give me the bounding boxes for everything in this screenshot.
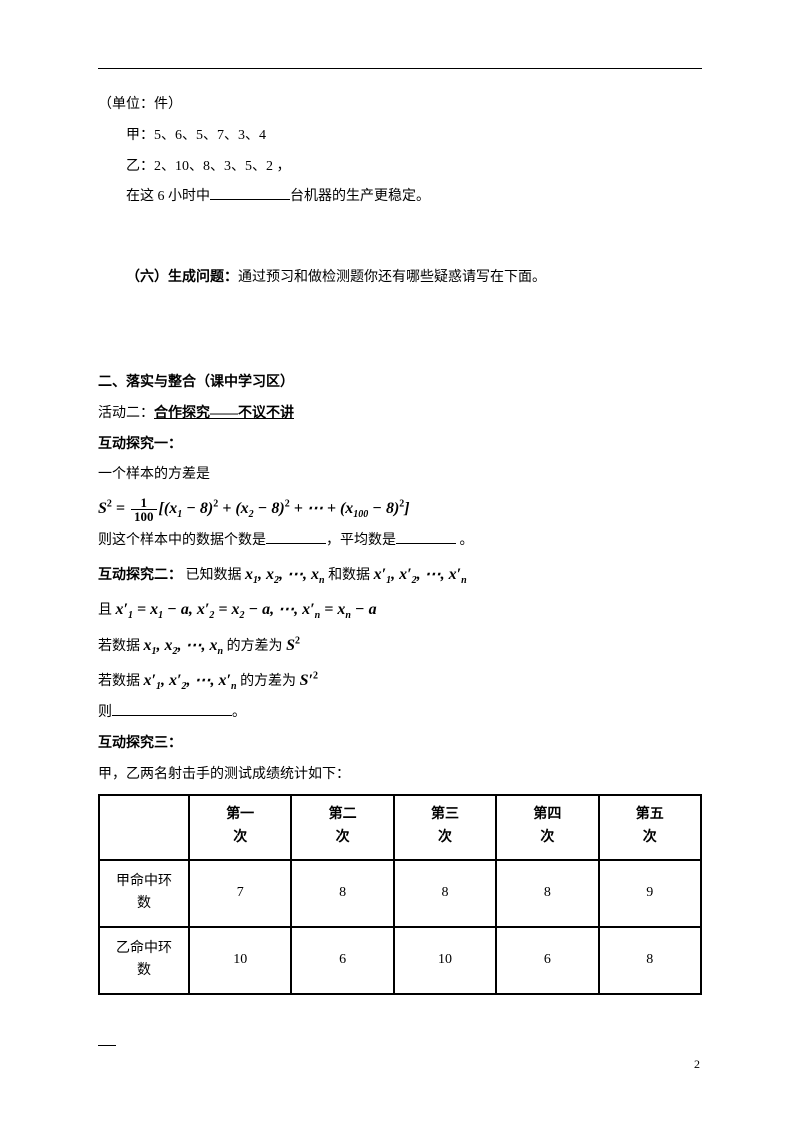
jia-3: 8 xyxy=(394,860,496,927)
jia-2: 8 xyxy=(291,860,393,927)
hudong1-line3: 则这个样本中的数据个数是 ，平均数是 。 xyxy=(98,526,702,557)
xlist2: x1, x2, ⋯, xn xyxy=(144,637,224,654)
th-3: 第三次 xyxy=(394,795,496,860)
th-1: 第一次 xyxy=(189,795,291,860)
th-5: 第五次 xyxy=(599,795,701,860)
hudong1-line1: 一个样本的方差是 xyxy=(98,460,702,491)
blank-count xyxy=(266,530,326,544)
hudong3-title: 互动探究三： xyxy=(98,729,702,760)
h1-l3b: ，平均数是 xyxy=(326,533,396,548)
h2-if2: 若数据 xyxy=(98,674,144,689)
q-pre: 在这 6 小时中 xyxy=(126,189,210,204)
table-header-row: 第一次 第二次 第三次 第四次 第五次 xyxy=(99,795,701,860)
th-4: 第四次 xyxy=(496,795,598,860)
h2-if2-post: 的方差为 xyxy=(240,674,300,689)
row-yi-label: 乙命中环数 xyxy=(99,927,189,994)
yi-2: 6 xyxy=(291,927,393,994)
hudong2-if1: 若数据 x1, x2, ⋯, xn 的方差为 S2 xyxy=(98,628,702,663)
act2-pre: 活动二： xyxy=(98,406,154,421)
unit-note: （单位：件） xyxy=(98,90,702,121)
hudong1-title: 互动探究一： xyxy=(98,430,702,461)
table-row-jia: 甲命中环数 7 8 8 8 9 xyxy=(99,860,701,927)
jia-data: 甲：5、6、5、7、3、4 xyxy=(98,121,702,152)
top-horizontal-rule xyxy=(98,68,702,69)
th-2: 第二次 xyxy=(291,795,393,860)
h2-if1-post: 的方差为 xyxy=(227,639,287,654)
h1-l3a: 则这个样本中的数据个数是 xyxy=(98,533,266,548)
h2-mid: 和数据 xyxy=(328,568,374,583)
h2-and: 且 xyxy=(98,603,116,618)
yi-3: 10 xyxy=(394,927,496,994)
act2-link: 合作探究——不议不讲 xyxy=(154,406,294,421)
h2-end: 。 xyxy=(232,705,246,720)
h2-then: 则 xyxy=(98,705,112,720)
section-six-text: 通过预习和做检测题你还有哪些疑惑请写在下面。 xyxy=(238,270,546,285)
yi-data: 乙：2、10、8、3、5、2 ， xyxy=(98,152,702,183)
activity-two: 活动二：合作探究——不议不讲 xyxy=(98,399,702,430)
section-two-heading: 二、落实与整合（课中学习区） xyxy=(98,368,702,399)
s2: S2 xyxy=(286,637,300,654)
jia-5: 9 xyxy=(599,860,701,927)
score-table: 第一次 第二次 第三次 第四次 第五次 甲命中环数 7 8 8 8 9 乙命中环… xyxy=(98,794,702,994)
section-six: （六）生成问题：通过预习和做检测题你还有哪些疑惑请写在下面。 xyxy=(98,263,702,294)
variance-formula: S2 = 1100[(x1 − 8)2 + (x2 − 8)2 + ⋯ + (x… xyxy=(98,491,702,526)
xplist2: x′1, x′2, ⋯, x′n xyxy=(144,672,237,689)
xplist: x′1, x′2, ⋯, x′n xyxy=(374,566,467,583)
sp2: S′2 xyxy=(300,672,318,689)
hudong2-line1: 互动探究二： 已知数据 x1, x2, ⋯, xn 和数据 x′1, x′2, … xyxy=(98,557,702,592)
hudong3-text: 甲，乙两名射击手的测试成绩统计如下： xyxy=(98,760,702,791)
q-post: 台机器的生产更稳定。 xyxy=(290,189,430,204)
yi-4: 6 xyxy=(496,927,598,994)
jia-1: 7 xyxy=(189,860,291,927)
page-content: （单位：件） 甲：5、6、5、7、3、4 乙：2、10、8、3、5、2 ， 在这… xyxy=(0,0,800,1035)
question-stable: 在这 6 小时中 台机器的生产更稳定。 xyxy=(98,182,702,213)
blank-mean xyxy=(396,530,456,544)
hudong2-defs: 且 x′1 = x1 − a, x′2 = x2 − a, ⋯, x′n = x… xyxy=(98,592,702,627)
h2-if1: 若数据 xyxy=(98,639,144,654)
th-blank xyxy=(99,795,189,860)
table-row-yi: 乙命中环数 10 6 10 6 8 xyxy=(99,927,701,994)
row-jia-label: 甲命中环数 xyxy=(99,860,189,927)
yi-5: 8 xyxy=(599,927,701,994)
bottom-rule xyxy=(98,1045,116,1046)
yi-1: 10 xyxy=(189,927,291,994)
page-number: 2 xyxy=(694,1057,700,1072)
h2-pre: 已知数据 xyxy=(186,568,246,583)
xlist: x1, x2, ⋯, xn xyxy=(245,566,325,583)
section-six-label: （六）生成问题： xyxy=(126,270,238,285)
h1-l3c: 。 xyxy=(456,533,474,548)
jia-4: 8 xyxy=(496,860,598,927)
blank-machine xyxy=(210,186,290,200)
defs-formula: x′1 = x1 − a, x′2 = x2 − a, ⋯, x′n = xn … xyxy=(116,601,377,618)
hudong2-title: 互动探究二： xyxy=(98,568,182,583)
hudong2-if2: 若数据 x′1, x′2, ⋯, x′n 的方差为 S′2 xyxy=(98,663,702,698)
blank-then xyxy=(112,702,232,716)
hudong2-then: 则。 xyxy=(98,698,702,729)
